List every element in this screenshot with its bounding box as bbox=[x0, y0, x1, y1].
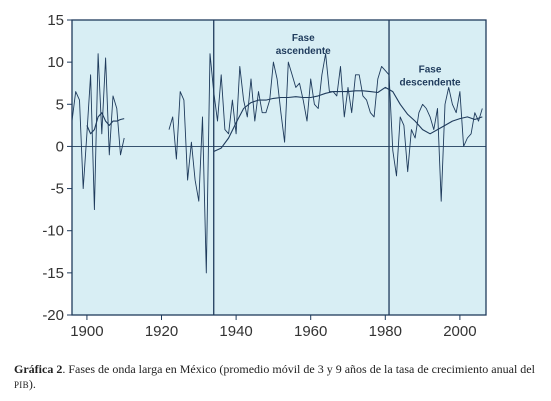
plot-frame bbox=[71, 19, 487, 316]
y-tick-label: 0 bbox=[56, 138, 64, 155]
annotation-line: Fase bbox=[292, 33, 315, 44]
y-tick-label: 5 bbox=[56, 96, 64, 113]
annotation-line: Fase bbox=[419, 64, 442, 75]
y-axis: 15 10 5 0 -5 -10 -15 -20 bbox=[42, 12, 72, 324]
x-tick-label: 2000 bbox=[443, 323, 476, 340]
y-tick-label: -15 bbox=[42, 265, 64, 282]
caption-text: . Fases de onda larga en México (promedi… bbox=[62, 362, 535, 376]
annotation-line: ascendente bbox=[276, 46, 331, 57]
y-tick-label: 15 bbox=[47, 12, 64, 29]
y-tick-label: -10 bbox=[42, 223, 64, 240]
series-line-annual bbox=[71, 53, 483, 274]
caption-text-end: ). bbox=[28, 377, 36, 391]
x-axis: 1900 1920 1940 1960 1980 2000 bbox=[70, 315, 477, 340]
y-tick-label: -5 bbox=[51, 181, 64, 198]
x-tick-label: 1960 bbox=[294, 323, 327, 340]
caption-acronym: PIB bbox=[14, 380, 29, 390]
phase-dividers bbox=[213, 20, 390, 315]
series-line-moving-average bbox=[86, 86, 483, 153]
annotation: Fase ascendente bbox=[276, 33, 331, 57]
annotation-line: descendente bbox=[399, 77, 461, 88]
y-tick-label: -20 bbox=[42, 307, 64, 324]
figure-caption: Gráfica 2. Fases de onda larga en México… bbox=[14, 362, 544, 393]
x-tick-label: 1920 bbox=[145, 323, 178, 340]
series-group bbox=[71, 53, 483, 274]
caption-label: Gráfica 2 bbox=[14, 362, 63, 376]
x-tick-label: 1940 bbox=[219, 323, 252, 340]
plot-area bbox=[72, 20, 486, 315]
x-tick-label: 1900 bbox=[70, 323, 103, 340]
x-tick-label: 1980 bbox=[369, 323, 402, 340]
annotations: Fase ascendente Fase descendente bbox=[276, 33, 461, 88]
annotation: Fase descendente bbox=[399, 64, 461, 88]
y-tick-label: 10 bbox=[47, 54, 64, 71]
